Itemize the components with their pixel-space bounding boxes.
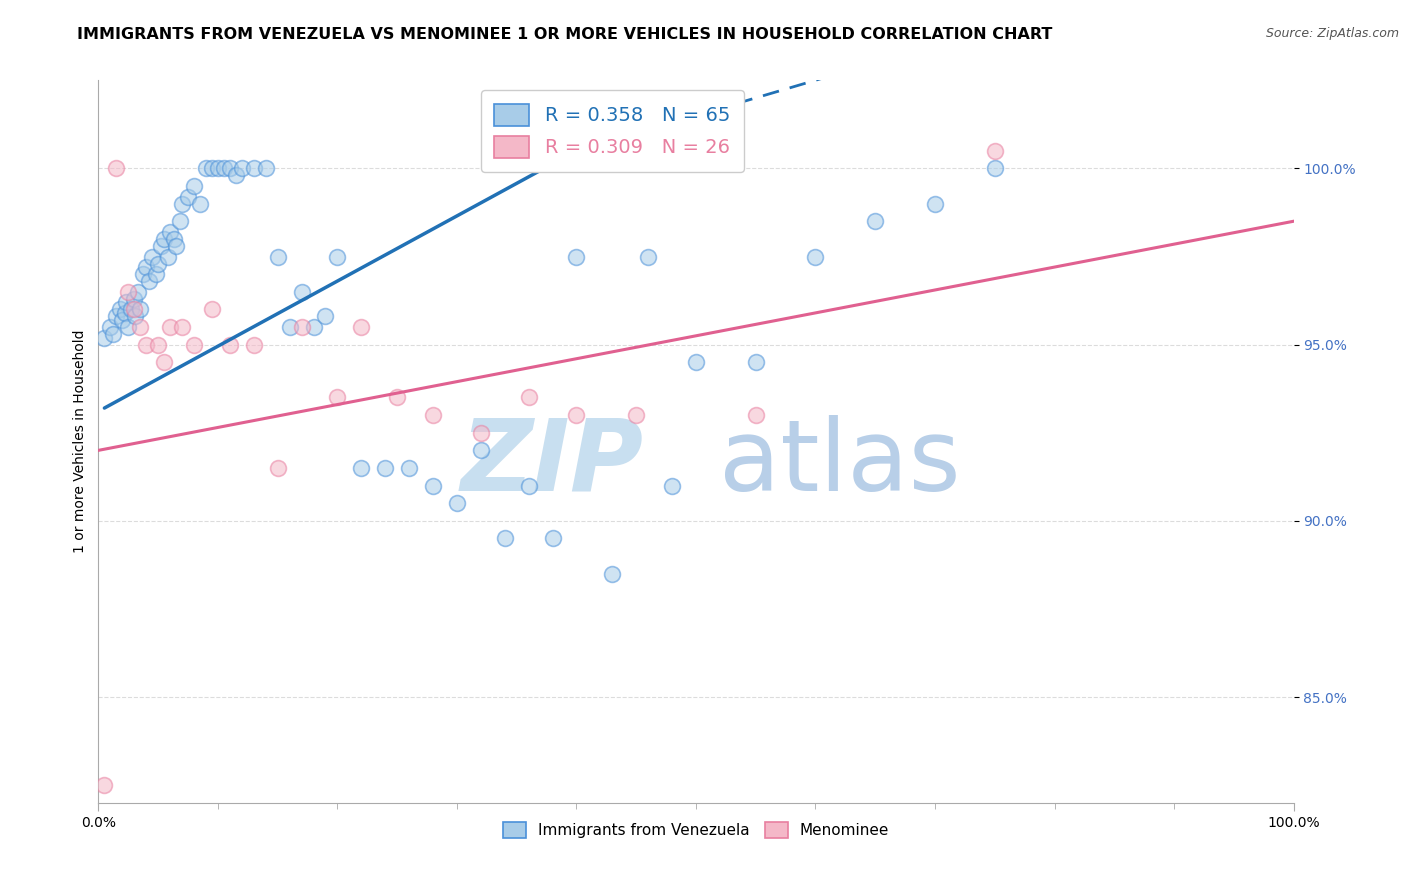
Point	[207, 161, 229, 176]
Point	[804, 250, 827, 264]
Legend: Immigrants from Venezuela, Menominee: Immigrants from Venezuela, Menominee	[495, 814, 897, 846]
Point	[163, 232, 186, 246]
Point	[470, 425, 492, 440]
Point	[114, 306, 136, 320]
Point	[219, 337, 242, 351]
Point	[138, 274, 160, 288]
Point	[108, 302, 131, 317]
Point	[135, 260, 157, 274]
Point	[219, 161, 242, 176]
Point	[745, 408, 768, 422]
Point	[156, 250, 179, 264]
Point	[685, 355, 707, 369]
Point	[541, 532, 564, 546]
Point	[124, 302, 146, 317]
Point	[254, 161, 277, 176]
Point	[278, 320, 301, 334]
Point	[111, 313, 134, 327]
Point	[149, 239, 172, 253]
Point	[385, 391, 409, 405]
Point	[350, 461, 373, 475]
Point	[127, 285, 149, 299]
Point	[865, 214, 887, 228]
Point	[169, 214, 191, 228]
Point	[135, 337, 157, 351]
Y-axis label: 1 or more Vehicles in Household: 1 or more Vehicles in Household	[73, 330, 87, 553]
Point	[637, 250, 659, 264]
Point	[148, 337, 170, 351]
Point	[159, 320, 181, 334]
Point	[661, 478, 683, 492]
Point	[159, 225, 181, 239]
Point	[129, 302, 152, 317]
Point	[98, 320, 122, 334]
Point	[984, 144, 1007, 158]
Point	[93, 778, 115, 792]
Point	[129, 320, 152, 334]
Point	[745, 355, 768, 369]
Text: IMMIGRANTS FROM VENEZUELA VS MENOMINEE 1 OR MORE VEHICLES IN HOUSEHOLD CORRELATI: IMMIGRANTS FROM VENEZUELA VS MENOMINEE 1…	[77, 27, 1053, 42]
Point	[517, 391, 540, 405]
Point	[188, 196, 211, 211]
Point	[141, 250, 163, 264]
Point	[602, 566, 624, 581]
Point	[924, 196, 946, 211]
Point	[984, 161, 1007, 176]
Point	[183, 337, 205, 351]
Point	[105, 310, 128, 324]
Point	[267, 250, 290, 264]
Point	[398, 461, 420, 475]
Point	[117, 285, 139, 299]
Point	[153, 232, 176, 246]
Point	[120, 302, 142, 317]
Point	[148, 256, 170, 270]
Point	[422, 408, 444, 422]
Point	[267, 461, 290, 475]
Text: ZIP: ZIP	[461, 415, 644, 512]
Point	[291, 320, 314, 334]
Point	[212, 161, 235, 176]
Point	[105, 161, 128, 176]
Point	[172, 320, 194, 334]
Point	[315, 310, 337, 324]
Point	[177, 189, 200, 203]
Point	[195, 161, 218, 176]
Point	[172, 196, 194, 211]
Point	[117, 320, 139, 334]
Point	[93, 330, 115, 344]
Point	[302, 320, 325, 334]
Point	[565, 408, 588, 422]
Point	[201, 161, 224, 176]
Point	[446, 496, 468, 510]
Point	[326, 250, 349, 264]
Point	[291, 285, 314, 299]
Point	[145, 267, 167, 281]
Point	[243, 161, 266, 176]
Point	[350, 320, 373, 334]
Point	[225, 169, 247, 183]
Text: Source: ZipAtlas.com: Source: ZipAtlas.com	[1265, 27, 1399, 40]
Point	[165, 239, 187, 253]
Point	[626, 408, 648, 422]
Text: atlas: atlas	[718, 415, 960, 512]
Point	[243, 337, 266, 351]
Point	[494, 532, 516, 546]
Point	[183, 179, 205, 194]
Point	[422, 478, 444, 492]
Point	[131, 267, 153, 281]
Point	[374, 461, 396, 475]
Point	[153, 355, 176, 369]
Point	[470, 443, 492, 458]
Point	[115, 295, 138, 310]
Point	[517, 478, 540, 492]
Point	[201, 302, 224, 317]
Point	[565, 250, 588, 264]
Point	[124, 292, 146, 306]
Point	[101, 326, 124, 341]
Point	[231, 161, 253, 176]
Point	[124, 310, 146, 324]
Point	[326, 391, 349, 405]
